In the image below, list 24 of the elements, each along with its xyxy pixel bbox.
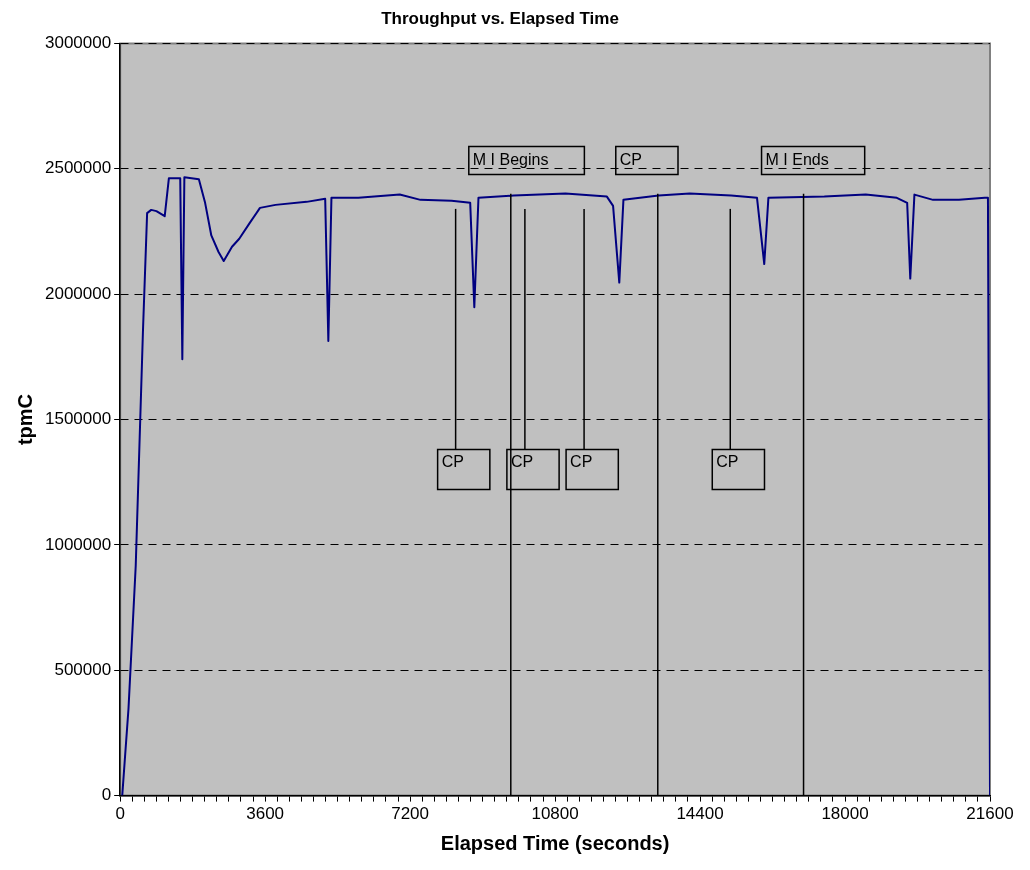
chart-title: Throughput vs. Elapsed Time	[381, 8, 619, 28]
x-tick-label: 3600	[246, 804, 285, 824]
x-tick-label: 0	[115, 804, 125, 824]
y-tick-label: 2500000	[44, 158, 112, 178]
y-tick-label: 0	[101, 785, 112, 805]
y-tick-label: 500000	[54, 659, 112, 679]
x-tick-label: 21600	[966, 804, 1014, 824]
x-axis-title: Elapsed Time (seconds)	[440, 831, 670, 854]
ref-line-label: CP	[570, 452, 593, 470]
x-tick-label: 10800	[531, 804, 579, 824]
ref-line-label: CP	[510, 452, 534, 470]
y-axis-title: tpmC	[13, 393, 36, 446]
y-tick-label: 2000000	[44, 283, 112, 303]
x-tick-label: 18000	[821, 804, 869, 824]
y-tick-label: 1000000	[44, 534, 112, 554]
x-tick-label: 14400	[676, 804, 724, 824]
y-tick-label: 1500000	[44, 409, 112, 429]
ref-line-label: CP	[619, 150, 643, 168]
ref-line-label: M I Begins	[472, 150, 549, 168]
y-tick-label: 3000000	[44, 33, 112, 53]
ref-line-label: CP	[716, 452, 739, 470]
x-tick-label: 7200	[391, 804, 430, 824]
ref-line-label: M I Ends	[765, 150, 829, 168]
ref-line-label: CP	[441, 452, 464, 470]
